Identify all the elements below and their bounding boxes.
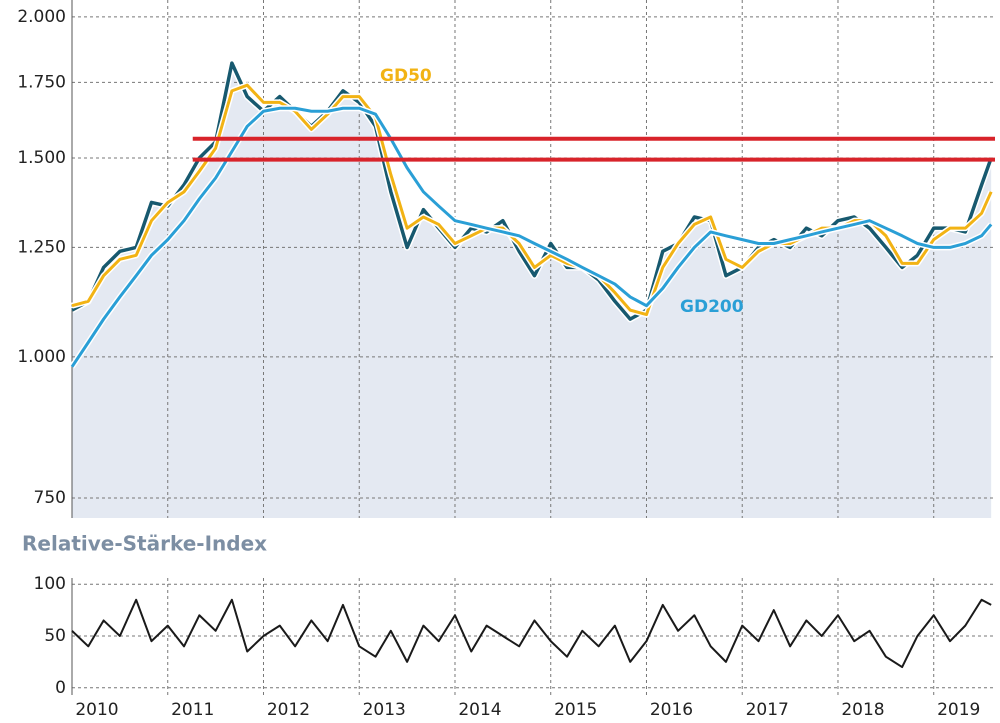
x-tick-label: 2019 — [937, 700, 980, 720]
y-tick-label: 2.000 — [17, 7, 66, 27]
y-tick-label: 0 — [55, 678, 66, 698]
rsi-plot-area — [72, 578, 995, 695]
rsi-title: Relative-Stärke-Index — [22, 532, 267, 556]
y-tick-label: 1.750 — [17, 72, 66, 92]
series-label: GD200 — [680, 297, 744, 317]
price-area — [72, 63, 992, 519]
series-label: GD50 — [380, 66, 432, 86]
x-tick-label: 2016 — [650, 700, 693, 720]
x-tick-label: 2013 — [363, 700, 406, 720]
x-tick-label: 2012 — [267, 700, 310, 720]
series-line — [71, 598, 992, 669]
y-tick-label: 50 — [44, 626, 66, 646]
series-line — [71, 61, 993, 321]
y-tick-label: 1.000 — [17, 347, 66, 367]
x-tick-label: 2015 — [554, 700, 597, 720]
y-tick-label: 100 — [34, 574, 66, 594]
x-tick-label: 2010 — [75, 700, 118, 720]
y-tick-label: 750 — [34, 488, 66, 508]
y-tick-label: 1.250 — [17, 237, 66, 257]
x-tick-label: 2018 — [841, 700, 884, 720]
x-tick-label: 2014 — [458, 700, 501, 720]
x-tick-label: 2017 — [746, 700, 789, 720]
y-tick-label: 1.500 — [17, 148, 66, 168]
x-tick-label: 2011 — [171, 700, 214, 720]
